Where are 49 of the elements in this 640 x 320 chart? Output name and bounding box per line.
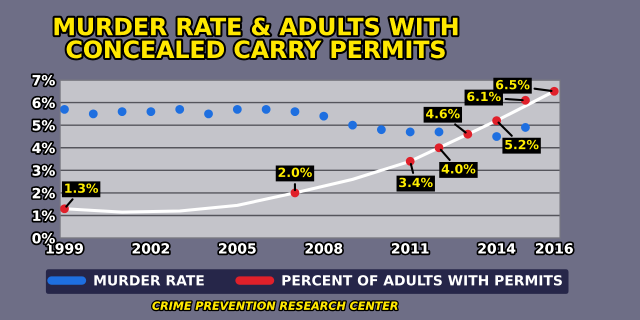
data-label: 4.0%: [442, 164, 476, 174]
point: [550, 86, 559, 96]
text: CRIME PREVENTION RESEARCH CENTER: [152, 301, 398, 310]
point: [434, 143, 444, 152]
point: [232, 104, 242, 114]
point: [492, 132, 502, 141]
point: [146, 107, 156, 116]
point: [175, 104, 184, 114]
y-tick-label: 1%: [33, 210, 55, 221]
point: [376, 125, 386, 134]
data-label: 2.0%: [278, 168, 312, 178]
point: [319, 112, 328, 121]
x-tick-label: 2008: [306, 243, 342, 254]
point: [348, 120, 357, 130]
x-tick-label: 2002: [132, 243, 170, 254]
y-tick-label: 7%: [32, 74, 55, 86]
point: [204, 109, 213, 118]
point: [60, 104, 69, 114]
data-label: 6.1%: [467, 92, 501, 102]
point: [521, 96, 530, 105]
point: [406, 128, 415, 136]
data-label: 4.6%: [426, 108, 460, 118]
point: [521, 123, 530, 132]
data-label: 5.2%: [505, 140, 539, 150]
point: [406, 156, 415, 166]
point: [118, 107, 126, 116]
chart-title: MURDER RATE & ADULTS WITH CONCEALED CARRY PERMITS: [54, 18, 458, 58]
y-tick-label: 2%: [32, 188, 55, 198]
point: [290, 107, 300, 116]
y-tick-label: 3%: [32, 165, 55, 176]
point: [88, 109, 98, 118]
y-tick-label: 5%: [32, 120, 55, 131]
x-tick-label: 1999: [46, 243, 83, 254]
x-tick-label: 2016: [536, 243, 573, 254]
data-label: 6.5%: [496, 80, 530, 90]
y-tick-label: 4%: [32, 142, 55, 154]
x-tick-label: 2005: [219, 243, 256, 254]
data-label: 1.3%: [65, 183, 98, 193]
point: [463, 130, 472, 139]
point: [434, 128, 444, 136]
legend-label: MURDER RATE: [94, 275, 204, 286]
point: [262, 104, 271, 114]
y-tick-label: 0%: [32, 233, 55, 244]
x-tick-label: 2014: [478, 243, 516, 254]
data-label: 3.4%: [399, 178, 433, 188]
legend-label: PERCENT OF ADULTS WITH PERMITS: [282, 275, 562, 286]
point: [492, 116, 502, 126]
y-tick-label: 6%: [32, 98, 55, 108]
x-tick-label: 2011: [392, 243, 429, 254]
